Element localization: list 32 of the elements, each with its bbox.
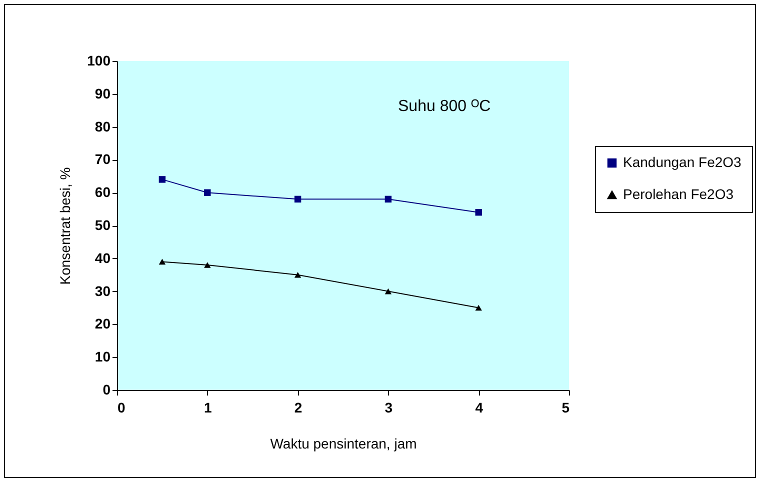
x-tick-label: 4 (475, 400, 484, 416)
point (158, 258, 166, 265)
y-tick-label: 90 (94, 85, 111, 102)
y-tick-label: 30 (94, 282, 111, 299)
y-tick-label: 20 (94, 316, 111, 332)
x-tick-label: 3 (384, 400, 393, 416)
point (384, 196, 392, 203)
x-axis-title: Waktu pensinteran, jam (270, 436, 417, 452)
point (204, 262, 211, 268)
y-tick-label: 50 (94, 217, 111, 233)
point (384, 288, 392, 294)
y-tick-label: 60 (94, 184, 111, 200)
y-tick-label: 10 (94, 348, 111, 365)
point (204, 189, 211, 196)
y-tick-label: 0 (102, 382, 111, 398)
annotation: Suhu 800 ᴼC (398, 98, 491, 115)
x-tick-label: 1 (204, 400, 212, 416)
y-axis-title: Konsentrat besi, % (57, 167, 74, 285)
y-tick-label: 100 (87, 52, 111, 68)
point (294, 196, 302, 203)
point (475, 304, 482, 311)
y-tick-label: 80 (94, 118, 111, 134)
x-tick-label: 5 (562, 400, 570, 416)
x-tick-label: 0 (118, 400, 126, 416)
y-tick-label: 70 (94, 151, 111, 168)
point (158, 176, 166, 183)
legend-label: Perolehan Fe2O3 (623, 186, 734, 202)
x-tick-label: 2 (294, 400, 302, 416)
point (475, 208, 482, 216)
legend-label: Kandungan Fe2O3 (623, 154, 742, 170)
point (294, 272, 302, 278)
y-tick-label: 40 (94, 250, 111, 266)
